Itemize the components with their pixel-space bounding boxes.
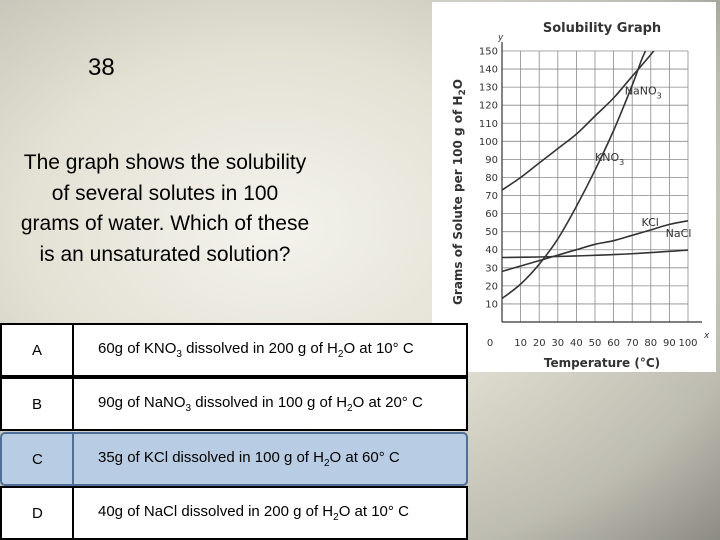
- answer-letter: B: [2, 379, 74, 429]
- y-tick-label: 110: [479, 119, 498, 130]
- x-axis-label: Temperature (°C): [544, 356, 660, 370]
- answer-text: 60g of KNO3 dissolved in 200 g of H2O at…: [98, 340, 414, 360]
- y-axis-letter: y: [497, 33, 504, 43]
- y-tick-label: 140: [479, 65, 498, 76]
- series-label-kno3: KNO3: [595, 151, 624, 167]
- y-tick-label: 130: [479, 83, 498, 94]
- y-tick-label: 10: [485, 299, 498, 310]
- x-tick-label: 40: [570, 338, 583, 349]
- x-tick-label: 90: [663, 338, 676, 349]
- answer-option-b[interactable]: B 90g of NaNO3 dissolved in 100 g of H2O …: [0, 377, 468, 431]
- answer-table: A 60g of KNO3 dissolved in 200 g of H2O a…: [0, 323, 468, 540]
- y-tick-label: 30: [485, 263, 498, 274]
- series-line-kcl: [502, 220, 688, 273]
- x-tick-label: 50: [589, 338, 602, 349]
- series-line-kno3: [502, 51, 647, 300]
- x-tick-label: 70: [626, 338, 639, 349]
- series-label-nacl: NaCl: [666, 227, 692, 240]
- answer-letter: D: [2, 488, 74, 538]
- slide-number: 38: [88, 54, 115, 81]
- question-text: The graph shows the solubility of severa…: [20, 151, 310, 266]
- y-tick-label: 50: [485, 227, 498, 238]
- x-tick-label: 80: [644, 338, 657, 349]
- y-tick-label: 40: [485, 245, 498, 256]
- chart-title: Solubility Graph: [543, 21, 661, 36]
- x-axis-letter: x: [703, 331, 710, 341]
- answer-text: 35g of KCl dissolved in 100 g of H2O at …: [98, 449, 400, 469]
- answer-text: 90g of NaNO3 dissolved in 100 g of H2O a…: [98, 394, 423, 414]
- y-tick-label: 150: [479, 47, 498, 58]
- x-tick-label: 60: [607, 338, 620, 349]
- series-line-nano3: [502, 51, 655, 191]
- y-tick-label: 70: [485, 191, 498, 202]
- x-tick-label: 30: [551, 338, 564, 349]
- x-tick-label: 0: [487, 338, 493, 349]
- x-tick-label: 20: [533, 338, 546, 349]
- y-tick-label: 120: [479, 101, 498, 112]
- y-tick-label: 60: [485, 209, 498, 220]
- x-tick-label: 10: [514, 338, 527, 349]
- y-tick-label: 20: [485, 281, 498, 292]
- y-tick-label: 80: [485, 173, 498, 184]
- solubility-chart: Solubility Graph 10 20 30 40 50 60 70 80 90 100 11…: [432, 2, 716, 372]
- answer-option-d[interactable]: D 40g of NaCl dissolved in 200 g of H2O a…: [0, 486, 468, 540]
- series-label-nano3: NaNO3: [625, 84, 662, 100]
- answer-letter: C: [2, 434, 74, 484]
- y-axis-label: Grams of Solute per 100 g of H2O: [451, 79, 468, 305]
- answer-text: 40g of NaCl dissolved in 200 g of H2O at…: [98, 503, 409, 523]
- x-tick-label: 100: [678, 338, 697, 349]
- answer-option-c[interactable]: C 35g of KCl dissolved in 100 g of H2O at…: [0, 432, 468, 486]
- answer-option-a[interactable]: A 60g of KNO3 dissolved in 200 g of H2O a…: [0, 323, 468, 377]
- y-tick-label: 100: [479, 137, 498, 148]
- y-tick-label: 90: [485, 155, 498, 166]
- series-line-nacl: [502, 249, 688, 259]
- series-label-kcl: KCl: [642, 216, 659, 229]
- answer-letter: A: [2, 325, 74, 375]
